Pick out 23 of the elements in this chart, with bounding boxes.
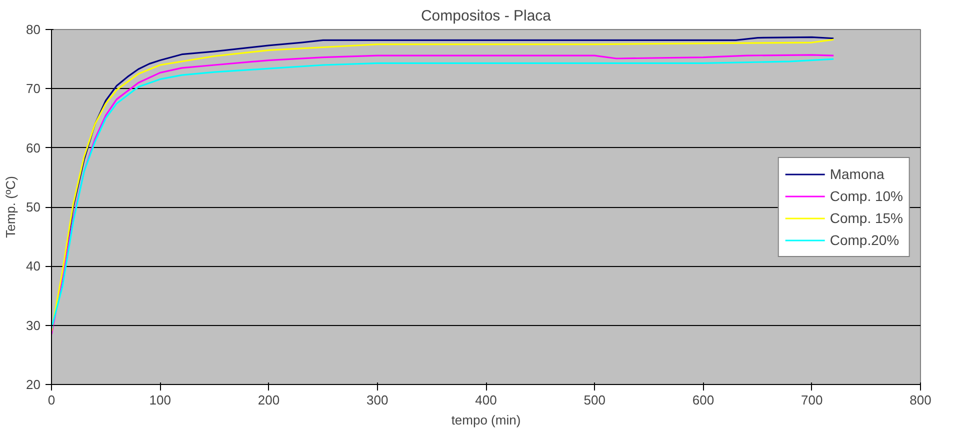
x-tick-label: 200 <box>258 392 280 408</box>
legend-label: Mamona <box>830 166 884 182</box>
y-tick-label: 30 <box>26 318 41 333</box>
x-tick-label: 100 <box>149 392 171 408</box>
x-tick-label: 700 <box>801 392 823 408</box>
y-tick-label: 40 <box>26 258 41 274</box>
x-axis-title: tempo (min) <box>451 412 521 428</box>
legend-label: Comp. 10% <box>830 188 903 204</box>
y-tick-label: 50 <box>26 200 41 214</box>
chart-title: Compositos - Placa <box>420 8 552 24</box>
y-tick-label: 60 <box>26 140 41 156</box>
x-tick-label: 300 <box>366 392 388 408</box>
x-tick-label: 400 <box>475 392 497 408</box>
x-tick-label: 0 <box>48 392 56 408</box>
y-tick-label: 20 <box>26 377 41 392</box>
x-tick-label: 800 <box>910 392 932 408</box>
y-axis-title: Temp. (ºC) <box>3 176 18 238</box>
legend-label: Comp.20% <box>830 232 900 248</box>
x-tick-label: 500 <box>584 392 606 408</box>
y-tick-label: 80 <box>26 22 41 37</box>
x-tick-label: 600 <box>692 392 714 408</box>
legend-label: Comp. 15% <box>830 210 903 226</box>
y-tick-label: 70 <box>26 81 41 96</box>
